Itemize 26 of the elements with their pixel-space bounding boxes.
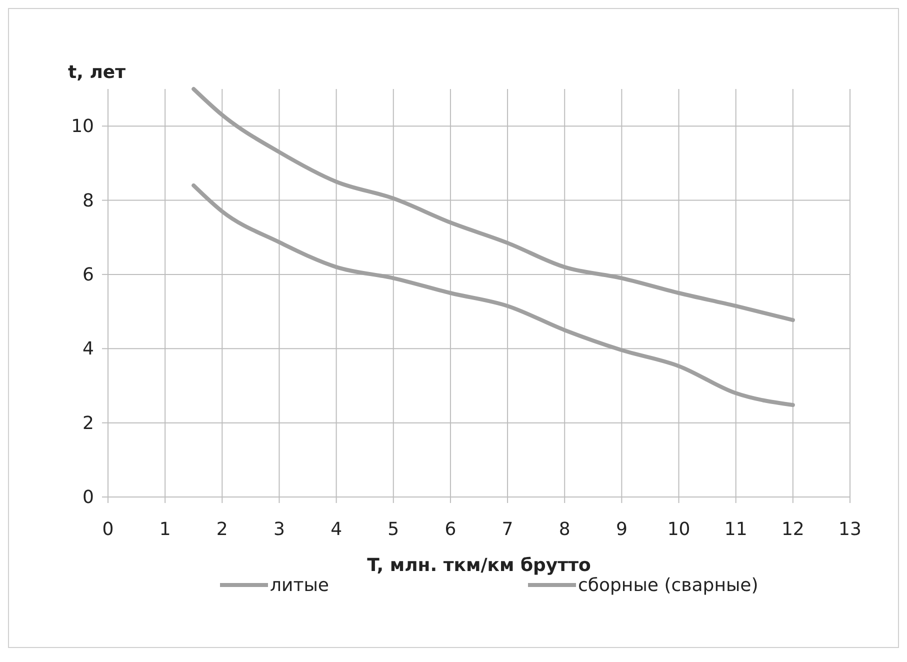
y-tick-label: 8	[82, 190, 94, 212]
x-tick-label: 11	[724, 519, 748, 540]
y-tick-label: 2	[82, 412, 94, 434]
x-tick-label: 7	[502, 519, 514, 540]
y-tick-label: 0	[82, 487, 94, 508]
line-series	[192, 183, 795, 408]
x-tick-label: 6	[444, 519, 456, 540]
x-tick-label: 12	[781, 519, 804, 540]
line-series	[192, 87, 795, 322]
x-tick-label: 13	[838, 519, 862, 540]
x-tick-label: 9	[616, 519, 628, 540]
legend-label: сборные (сварные)	[578, 575, 758, 596]
legend-label: литые	[270, 575, 329, 596]
y-axis-title: t, лет	[68, 62, 126, 83]
x-tick-label: 2	[216, 519, 228, 540]
y-tick-label: 4	[82, 338, 94, 360]
x-tick-label: 10	[667, 519, 690, 540]
x-tick-label: 4	[330, 519, 342, 540]
x-tick-label: 3	[274, 519, 285, 540]
y-tick-label: 10	[71, 116, 94, 138]
x-tick-label: 1	[159, 519, 171, 540]
x-tick-label: 8	[558, 519, 570, 540]
y-tick-label: 6	[82, 264, 94, 286]
x-tick-label: 5	[388, 519, 400, 540]
x-axis-title: T, млн. ткм/км брутто	[367, 555, 591, 576]
x-tick-label: 0	[102, 519, 114, 540]
